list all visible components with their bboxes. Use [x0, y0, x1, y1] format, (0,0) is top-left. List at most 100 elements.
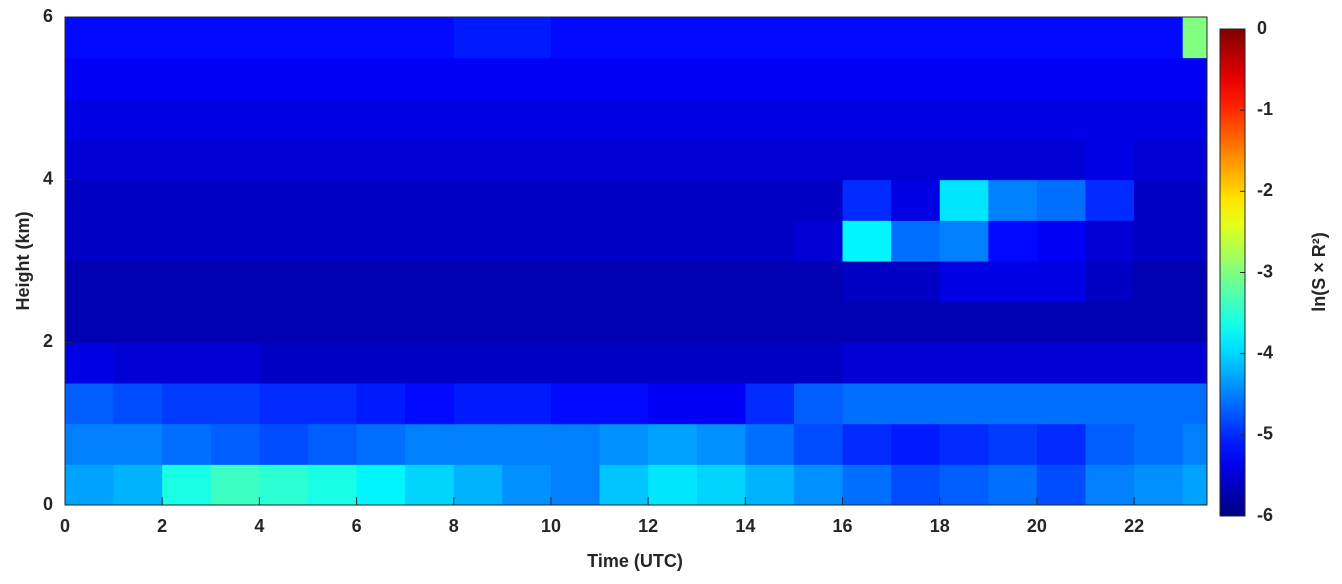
heatmap-cell: [842, 98, 892, 140]
heatmap-cell: [502, 261, 552, 303]
heatmap-cell: [988, 464, 1038, 506]
heatmap-cell: [1036, 423, 1087, 465]
heatmap-cell: [842, 17, 892, 59]
heatmap-cell: [745, 57, 795, 99]
heatmap-cell: [113, 383, 163, 425]
heatmap-cell: [1036, 139, 1087, 181]
heatmap-cell: [356, 423, 406, 465]
heatmap-cell: [696, 261, 746, 303]
colorbar-tick-label: -1: [1257, 99, 1273, 119]
heatmap-cell: [648, 423, 698, 465]
heatmap-cell: [502, 220, 552, 262]
colorbar-tick-label: -2: [1257, 180, 1273, 200]
heatmap-cell: [599, 301, 649, 343]
heatmap-cell: [696, 17, 746, 59]
heatmap-cell: [1085, 98, 1135, 140]
colorbar-tick-label: -5: [1257, 424, 1273, 444]
heatmap-cell: [1085, 57, 1135, 99]
heatmap-cell: [356, 464, 406, 506]
heatmap-cell: [939, 464, 989, 506]
heatmap-cell: [891, 179, 941, 221]
heatmap-cell: [1036, 464, 1087, 506]
heatmap-cell: [1036, 261, 1087, 303]
heatmap-cell: [259, 179, 309, 221]
heatmap-cell: [793, 464, 844, 506]
heatmap-cell: [356, 261, 406, 303]
x-tick-label: 10: [541, 516, 561, 536]
heatmap-cell: [502, 17, 552, 59]
heatmap-cell: [1182, 220, 1208, 262]
heatmap-cell: [842, 464, 892, 506]
heatmap-cell: [648, 464, 698, 506]
heatmap-cell: [210, 261, 260, 303]
heatmap-cell: [599, 464, 649, 506]
heatmap-cell: [793, 57, 844, 99]
heatmap-cell: [988, 139, 1038, 181]
heatmap-cell: [1085, 139, 1135, 181]
heatmap-cell: [405, 98, 455, 140]
heatmap-cell: [793, 220, 844, 262]
x-tick-label: 16: [833, 516, 853, 536]
heatmap-cell: [162, 301, 212, 343]
heatmap-cell: [842, 261, 892, 303]
heatmap-cell: [891, 383, 941, 425]
heatmap-cell: [405, 464, 455, 506]
heatmap-cell: [356, 57, 406, 99]
y-tick-label: 4: [43, 168, 53, 188]
heatmap-cell: [1182, 17, 1208, 59]
heatmap-cell: [550, 301, 601, 343]
heatmap-cell: [550, 220, 601, 262]
heatmap-cell: [1134, 220, 1184, 262]
heatmap-cell: [696, 301, 746, 343]
heatmap-cell: [1182, 423, 1208, 465]
heatmap-cell: [1182, 179, 1208, 221]
heatmap-cell: [1036, 220, 1087, 262]
heatmap-cell: [259, 17, 309, 59]
x-tick-label: 22: [1124, 516, 1144, 536]
heatmap-cell: [307, 220, 358, 262]
heatmap-cell: [1182, 57, 1208, 99]
heatmap-cell: [599, 179, 649, 221]
heatmap-cell: [1182, 98, 1208, 140]
heatmap-cell: [696, 342, 746, 384]
heatmap-cell: [502, 98, 552, 140]
heatmap-cell: [307, 464, 358, 506]
heatmap-cell: [307, 17, 358, 59]
heatmap-cell: [793, 261, 844, 303]
x-tick-label: 6: [352, 516, 362, 536]
heatmap-cell: [1134, 301, 1184, 343]
heatmap-cell: [210, 464, 260, 506]
heatmap-cell: [113, 57, 163, 99]
heatmap-cell: [113, 17, 163, 59]
heatmap-cell: [113, 220, 163, 262]
heatmap-cell: [891, 139, 941, 181]
heatmap-cell: [988, 57, 1038, 99]
heatmap-cell: [648, 383, 698, 425]
heatmap-cell: [113, 139, 163, 181]
heatmap-cell: [210, 179, 260, 221]
heatmap-cell: [356, 17, 406, 59]
heatmap-cell: [939, 98, 989, 140]
heatmap-cell: [599, 17, 649, 59]
heatmap-cell: [65, 179, 115, 221]
heatmap-cell: [405, 57, 455, 99]
heatmap-cell: [162, 17, 212, 59]
heatmap-cell: [113, 342, 163, 384]
heatmap-cell: [939, 423, 989, 465]
heatmap-cell: [65, 98, 115, 140]
heatmap-cell: [65, 261, 115, 303]
heatmap-cell: [891, 220, 941, 262]
heatmap-cell: [502, 423, 552, 465]
heatmap-cell: [210, 301, 260, 343]
heatmap-cell: [1182, 139, 1208, 181]
heatmap-cell: [502, 342, 552, 384]
heatmap-cell: [1085, 220, 1135, 262]
heatmap-cell: [1036, 98, 1087, 140]
heatmap-cell: [1182, 383, 1208, 425]
heatmap-cell: [745, 261, 795, 303]
heatmap-cell: [1182, 464, 1208, 506]
heatmap-cell: [745, 383, 795, 425]
heatmap-cell: [599, 57, 649, 99]
heatmap-cell: [453, 220, 503, 262]
heatmap-cell: [1036, 342, 1087, 384]
